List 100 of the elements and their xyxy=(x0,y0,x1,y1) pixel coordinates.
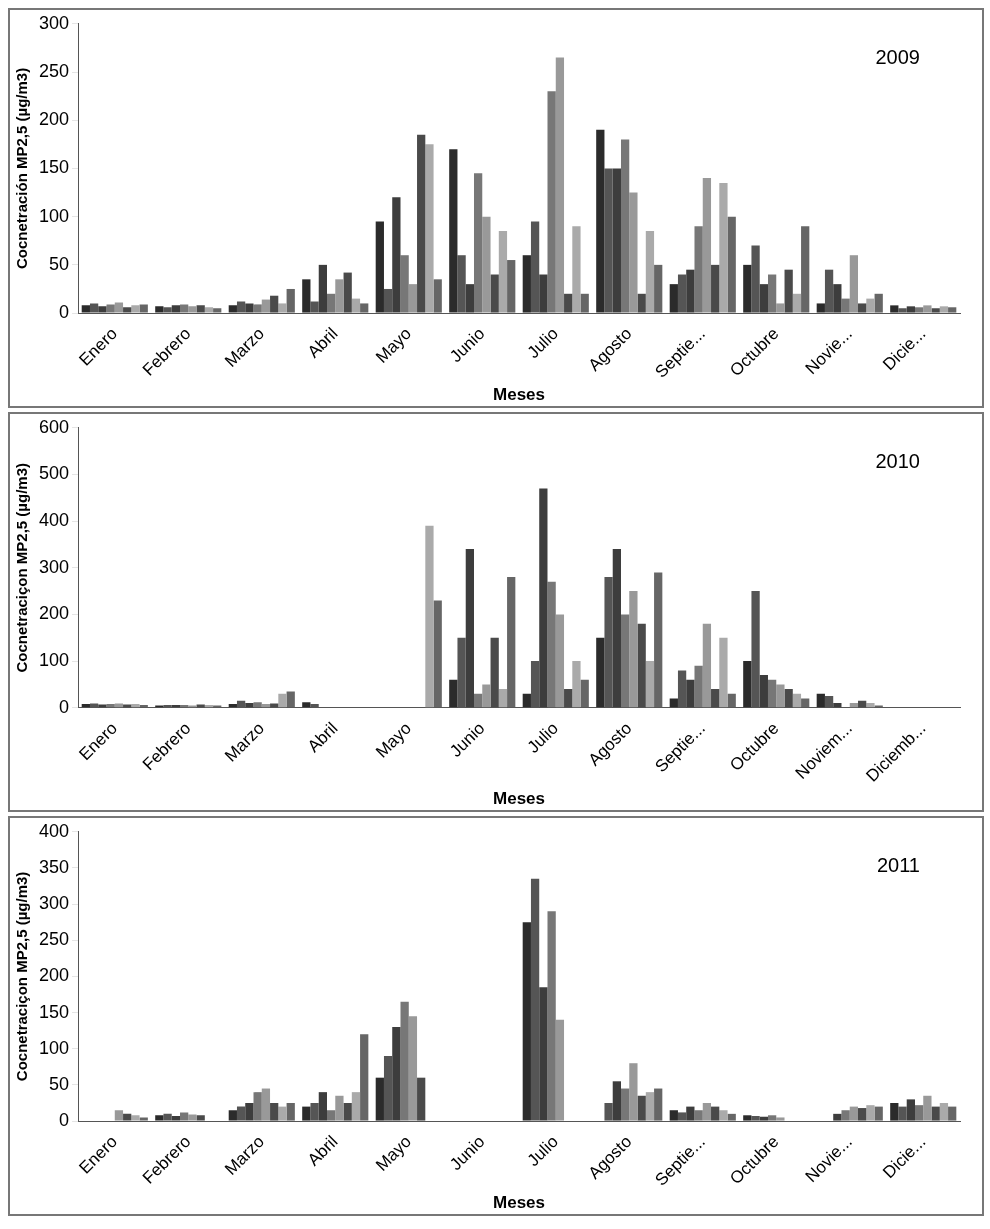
x-tick-label: Julio xyxy=(523,323,562,363)
bar xyxy=(302,1106,311,1121)
y-tick-label: 300 xyxy=(38,893,70,914)
bar xyxy=(767,274,777,313)
y-tick-label: 400 xyxy=(38,510,70,531)
bar xyxy=(449,679,458,708)
bar xyxy=(335,1095,344,1121)
bar xyxy=(474,693,483,708)
y-tick-label: 0 xyxy=(59,302,70,323)
bar xyxy=(620,614,630,708)
bar xyxy=(507,260,516,313)
y-tick-label: 0 xyxy=(59,696,70,717)
bar xyxy=(841,298,850,313)
bar xyxy=(188,1114,197,1121)
y-tick-label: 300 xyxy=(38,556,70,577)
bar xyxy=(849,1106,859,1121)
bar xyxy=(612,1081,621,1121)
bar xyxy=(253,1092,262,1121)
bar xyxy=(425,525,434,708)
bar xyxy=(629,192,638,313)
bar xyxy=(914,307,924,313)
bar xyxy=(180,1112,189,1121)
bar xyxy=(833,703,842,708)
bar xyxy=(555,57,565,313)
y-tick-label: 200 xyxy=(38,965,70,986)
bar xyxy=(841,1110,850,1121)
bar xyxy=(188,306,197,313)
bar xyxy=(286,1102,295,1121)
bar xyxy=(719,182,728,313)
bar xyxy=(555,614,565,708)
bar xyxy=(482,216,491,313)
bar xyxy=(498,231,508,313)
bar xyxy=(98,704,107,708)
bar xyxy=(596,129,605,313)
bar xyxy=(114,302,124,313)
bar xyxy=(139,304,148,313)
bar xyxy=(547,581,556,708)
bar xyxy=(507,577,516,708)
bar xyxy=(948,1106,957,1121)
bar xyxy=(580,679,589,708)
bar xyxy=(580,293,589,313)
bar xyxy=(318,1092,327,1121)
bar xyxy=(906,1099,915,1121)
bar xyxy=(669,284,678,313)
bar xyxy=(81,305,90,313)
y-tick-label: 50 xyxy=(49,1073,70,1094)
y-tick-label: 150 xyxy=(38,157,70,178)
bar xyxy=(645,661,655,708)
bar xyxy=(743,661,752,708)
bar xyxy=(702,178,712,313)
bar xyxy=(474,173,483,313)
bar xyxy=(327,293,336,313)
bar xyxy=(261,299,271,313)
bar xyxy=(302,279,311,313)
bar xyxy=(874,1106,883,1121)
bar xyxy=(801,226,810,313)
bar xyxy=(327,1110,336,1121)
bar xyxy=(906,306,915,313)
bar xyxy=(612,549,621,708)
bar xyxy=(433,279,442,313)
bar xyxy=(874,293,883,313)
bar xyxy=(253,304,262,313)
bar xyxy=(171,1116,181,1121)
bar xyxy=(620,139,630,313)
bar xyxy=(335,279,344,313)
bar xyxy=(228,305,237,313)
bar xyxy=(759,675,768,708)
bar xyxy=(914,1105,924,1121)
bar xyxy=(539,274,548,313)
bar xyxy=(286,691,295,708)
bar xyxy=(131,305,140,313)
y-axis-title: Cocnetraciçon MP2,5 (µg/m3) xyxy=(13,463,31,673)
bar xyxy=(702,623,712,708)
bar xyxy=(890,305,899,313)
bar xyxy=(792,293,802,313)
y-tick-label: 600 xyxy=(38,416,70,437)
bar xyxy=(801,698,810,708)
bar xyxy=(131,1115,140,1121)
y-axis-title: Cocnetración MP2,5 (µg/m3) xyxy=(13,67,31,270)
bar xyxy=(351,1092,361,1121)
bar xyxy=(645,231,655,313)
bar xyxy=(923,1095,932,1121)
bar xyxy=(767,679,777,708)
y-tick-label: 250 xyxy=(38,929,70,950)
y-tick-label: 300 xyxy=(38,12,70,33)
bar xyxy=(375,221,384,313)
bar xyxy=(408,1016,418,1121)
bar xyxy=(939,1102,949,1121)
bar xyxy=(539,987,548,1121)
bar xyxy=(792,693,802,708)
bar xyxy=(139,1117,148,1121)
bar xyxy=(686,1106,695,1121)
y-tick-label: 500 xyxy=(38,463,70,484)
y-tick-label: 350 xyxy=(38,856,70,877)
bar xyxy=(759,284,768,313)
bar xyxy=(522,922,531,1121)
bar xyxy=(654,264,663,313)
bar xyxy=(654,1088,663,1121)
bar xyxy=(278,693,287,708)
x-axis-title: Meses xyxy=(493,1193,546,1213)
